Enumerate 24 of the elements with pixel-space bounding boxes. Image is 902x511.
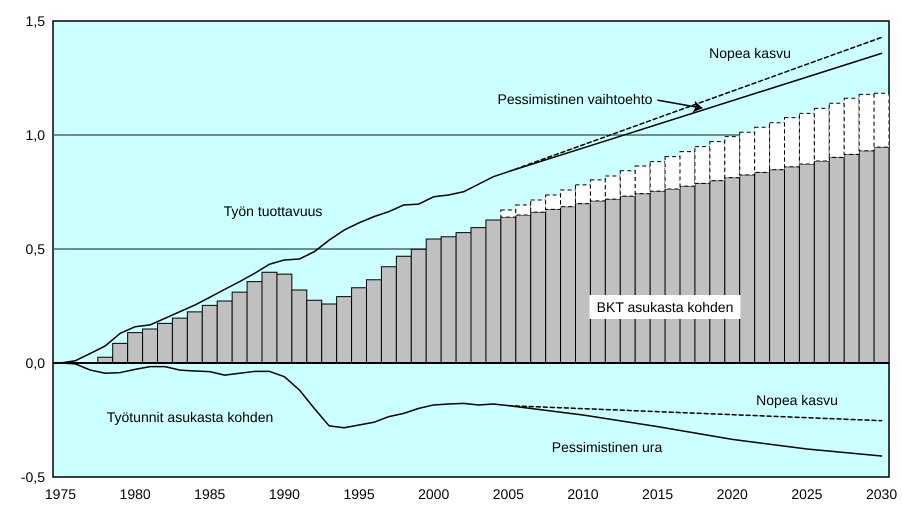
x-tick-label: 2030	[866, 486, 898, 502]
y-tick-label: 0,5	[26, 241, 46, 257]
x-tick-label: 1975	[44, 486, 76, 502]
x-tick-label: 2005	[492, 486, 524, 502]
x-tick-label: 2000	[418, 486, 450, 502]
x-tick-label: 2010	[567, 486, 599, 502]
annotation: Työtunnit asukasta kohden	[106, 409, 274, 425]
y-tick-label: 1,0	[26, 127, 46, 143]
y-tick-label: 0,0	[26, 355, 46, 371]
x-tick-label: 1985	[194, 486, 226, 502]
x-tick-label: 1980	[120, 486, 151, 502]
x-tick-label: 1990	[268, 486, 300, 502]
x-tick-label: 2015	[642, 486, 674, 502]
annotation: Nopea kasvu	[709, 45, 791, 61]
x-tick-label: 2020	[716, 486, 748, 502]
annotation: BKT asukasta kohden	[596, 299, 734, 315]
annotation: Nopea kasvu	[756, 392, 838, 408]
y-tick-label: -0,5	[20, 469, 46, 485]
annotation: Pessimistinen ura	[552, 439, 662, 455]
annotation: Työn tuottavuus	[224, 203, 322, 219]
x-tick-label: 1995	[343, 486, 375, 502]
x-tick-label: 2025	[791, 486, 823, 502]
y-tick-label: 1,5	[26, 13, 46, 29]
annotation: Pessimistinen vaihtoehto	[498, 91, 653, 108]
